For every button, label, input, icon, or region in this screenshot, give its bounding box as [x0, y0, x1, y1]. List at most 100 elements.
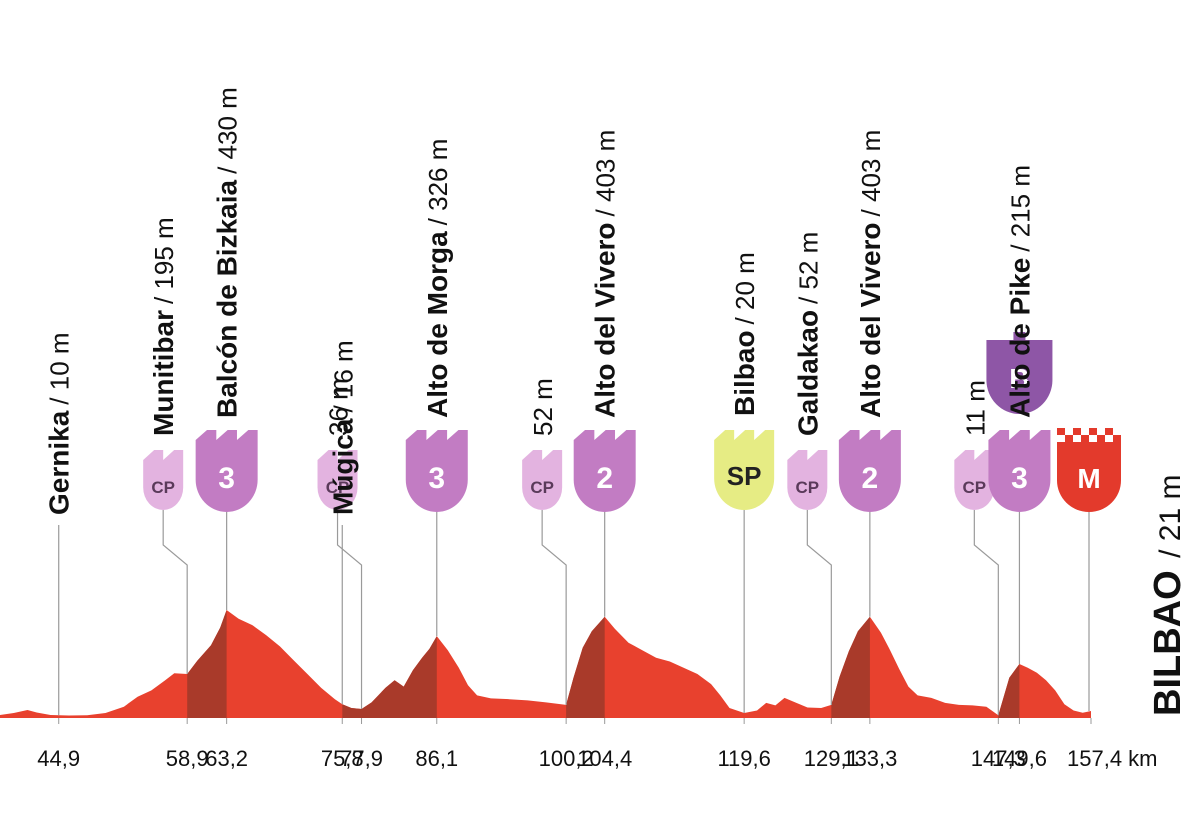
point-label-11-m-11: 11 m: [960, 380, 990, 436]
checkpoint-badge-tabs-52-m-6: [522, 450, 563, 460]
climb-section-4: [831, 616, 870, 718]
point-label-balcon-de-bizkaia-2: Balcón de Bizkaia / 430 m: [212, 87, 243, 418]
category-badge-tabs-alto-del-vivero-7: [573, 430, 636, 440]
km-tick-label-5: 86,1: [415, 746, 458, 771]
leader-line-layer: [58, 508, 1090, 716]
point-altitude-munitibar-1: / 195 m: [149, 217, 179, 304]
finish-name: BILBAO: [1147, 570, 1189, 716]
point-label-alto-de-morga-5: Alto de Morga / 326 m: [422, 139, 453, 418]
point-label-alto-del-vivero-7: Alto del Vivero / 403 m: [590, 130, 621, 418]
checkpoint-badge-text-36-m-4: CP: [326, 478, 350, 497]
category-badge-alto-del-vivero-10: [838, 440, 901, 512]
category-badge-tabs-alto-de-pike-12: [988, 430, 1051, 440]
category-badge-text-balcon-de-bizkaia-2: 3: [218, 462, 235, 495]
leader-line-galdakao-9: [806, 510, 832, 705]
point-altitude-mugica-3: / 16 m: [328, 340, 358, 412]
point-label-alto-del-vivero-10: Alto del Vivero / 403 m: [855, 130, 886, 418]
category-badge-alto-del-vivero-7: [573, 440, 636, 512]
point-name-alto-del-vivero-10: Alto del Vivero: [855, 222, 886, 418]
point-altitude-alto-de-pike-12: / 215 m: [1005, 165, 1035, 252]
point-label-layer: Gernika / 10 m Munitibar / 195 m Balcón de B…: [44, 87, 1036, 515]
point-name-galdakao-9: Galdakao: [792, 310, 823, 436]
km-tick-label-2: 63,2: [205, 746, 248, 771]
bonus-badge-text: B: [1009, 363, 1029, 394]
km-tick-label-3: 75,8: [321, 746, 364, 771]
km-tick-label-7: 104,4: [577, 746, 632, 771]
km-tick-label-11: 147,3: [971, 746, 1026, 771]
finish-checker-1-3: [1081, 435, 1089, 442]
point-label-36-m-4: 36 m: [324, 378, 354, 436]
category-badge-alto-de-pike-12: [988, 440, 1051, 512]
point-altitude-11-m-11: 11 m: [960, 380, 990, 436]
sprint-badge-text-bilbao-8: SP: [727, 461, 762, 491]
climb-section-5: [998, 664, 1020, 718]
point-label-galdakao-9: Galdakao / 52 m: [792, 232, 823, 436]
finish-label: BILBAO / 21 m: [1147, 475, 1189, 716]
climb-section-3: [566, 616, 605, 718]
checkpoint-badge-tabs-galdakao-9: [787, 450, 828, 460]
point-label-alto-de-pike-12: Alto de Pike / 215 m: [1004, 165, 1035, 418]
point-label-munitibar-1: Munitibar / 195 m: [148, 217, 179, 436]
point-altitude-alto-del-vivero-10: / 403 m: [856, 130, 886, 217]
category-badge-balcon-de-bizkaia-2: [195, 440, 258, 512]
point-label-bilbao-8: Bilbao / 20 m: [729, 252, 760, 416]
finish-checker-0-0: [1057, 428, 1065, 435]
point-name-gernika-0: Gernika: [44, 410, 75, 515]
leader-line-52-m-6: [541, 510, 567, 705]
km-tick-label-9: 129,1: [804, 746, 859, 771]
badge-layer: CP 3 CP 3 CP 2 SP CP 2 CP 3 B M: [143, 332, 1121, 512]
climb-section-2: [342, 636, 437, 718]
category-badge-text-alto-del-vivero-7: 2: [596, 462, 613, 495]
point-name-alto-de-pike-12: Alto de Pike: [1004, 258, 1035, 418]
profile-layer: [0, 610, 1091, 718]
finish-checker-1-7: [1113, 435, 1121, 442]
sprint-badge-bilbao-8: [714, 440, 775, 511]
leader-line-munitibar-1: [162, 510, 188, 675]
point-altitude-gernika-0: / 10 m: [45, 332, 75, 404]
checkpoint-badge-galdakao-9: [787, 460, 828, 511]
km-tick-label-8: 119,6: [717, 746, 770, 771]
point-label-mugica-3: Múgica / 16 m: [327, 340, 358, 515]
point-altitude-alto-del-vivero-7: / 403 m: [591, 130, 621, 217]
km-tick-label-13: 157,4 km: [1067, 746, 1158, 771]
point-altitude-balcon-de-bizkaia-2: / 430 m: [213, 87, 243, 174]
bonus-badge: [986, 340, 1053, 414]
point-name-munitibar-1: Munitibar: [148, 310, 179, 436]
point-name-bilbao-8: Bilbao: [729, 330, 760, 416]
point-name-alto-de-morga-5: Alto de Morga: [422, 231, 453, 418]
km-tick-label-10: 133,3: [842, 746, 897, 771]
finish-checker-1-1: [1065, 435, 1073, 442]
finish-badge-text: M: [1077, 463, 1100, 494]
checkpoint-badge-text-galdakao-9: CP: [796, 478, 820, 497]
finish-checker-0-6: [1105, 428, 1113, 435]
km-tick-label-4: 77,9: [340, 746, 383, 771]
point-label-gernika-0: Gernika / 10 m: [44, 332, 75, 515]
category-badge-tabs-alto-del-vivero-10: [838, 430, 901, 440]
leader-line-36-m-4: [336, 510, 363, 709]
category-badge-text-alto-de-morga-5: 3: [428, 462, 445, 495]
km-tick-label-12: 149,6: [992, 746, 1047, 771]
point-altitude-alto-de-morga-5: / 326 m: [423, 139, 453, 226]
checkpoint-badge-text-munitibar-1: CP: [151, 478, 175, 497]
point-altitude-52-m-6: 52 m: [528, 378, 558, 436]
checkpoint-badge-tabs-36-m-4: [317, 450, 358, 460]
km-tick-label-6: 100,2: [539, 746, 594, 771]
point-label-52-m-6: 52 m: [528, 378, 558, 436]
checkpoint-badge-text-11-m-11: CP: [963, 478, 987, 497]
checkpoint-badge-text-52-m-6: CP: [530, 478, 554, 497]
category-badge-alto-de-morga-5: [405, 440, 468, 512]
bonus-badge-tab: [1013, 332, 1026, 342]
sprint-badge-tabs-bilbao-8: [714, 430, 775, 440]
category-badge-text-alto-de-pike-12: 3: [1011, 462, 1028, 495]
category-badge-tabs-balcon-de-bizkaia-2: [195, 430, 258, 440]
checkpoint-badge-munitibar-1: [143, 460, 184, 510]
category-badge-text-alto-del-vivero-10: 2: [862, 462, 879, 495]
climb-section-1: [187, 610, 227, 718]
finish-checker-1-5: [1097, 435, 1105, 442]
finish-altitude: / 21 m: [1154, 475, 1187, 558]
point-name-alto-del-vivero-7: Alto del Vivero: [590, 222, 621, 418]
finish-checker-0-2: [1073, 428, 1081, 435]
finish-badge: [1057, 442, 1121, 512]
